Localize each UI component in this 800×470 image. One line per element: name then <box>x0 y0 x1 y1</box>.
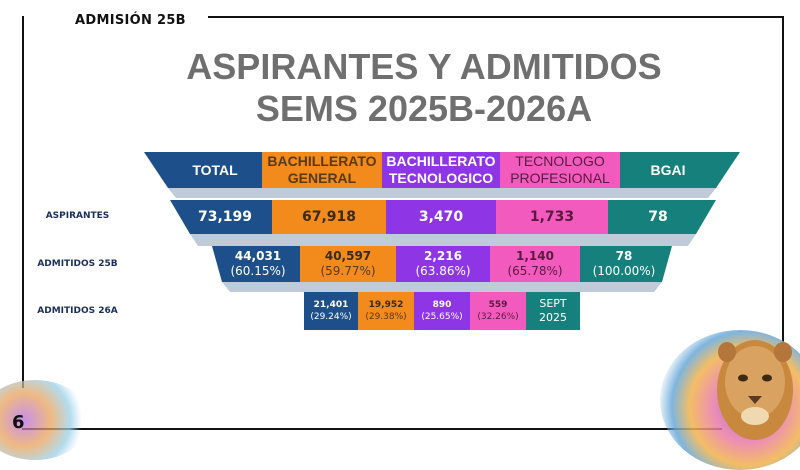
adm26a-tecnologico-value: 890 <box>432 300 452 310</box>
row-label-aspirantes: ASPIRANTES <box>45 211 110 221</box>
column-header-total: TOTAL <box>168 152 262 188</box>
column-header-tecnologico-text: BACHILLERATO TECNOLOGICO <box>386 153 496 186</box>
adm25b-total: 44,031 (60.15%) <box>216 246 300 282</box>
adm25b-general-pct: (59.77%) <box>320 264 376 278</box>
column-header-bgai: BGAI <box>620 152 716 188</box>
adm26a-total-pct: (29.24%) <box>310 312 352 322</box>
adm25b-band-total <box>212 246 300 282</box>
aspirantes-band-bgai <box>608 200 716 234</box>
adm26a-bgai-pct: 2025 <box>539 311 567 324</box>
adm26a-band-total <box>304 292 358 330</box>
adm25b-tecnologico-pct: (63.86%) <box>415 264 471 278</box>
column-header-general: BACHILLERATO GENERAL <box>262 152 382 188</box>
column-header-profesional: TECNOLOGO PROFESIONAL <box>500 152 620 188</box>
column-header-general-text: BACHILLERATO GENERAL <box>267 153 377 186</box>
aspirantes-band-tecnologico <box>386 200 496 234</box>
header-tag: ADMISIÓN 25B <box>75 13 186 28</box>
aspirantes-total: 73,199 <box>178 200 272 234</box>
adm25b-band-tecnologico <box>396 246 490 282</box>
adm25b-profesional-pct: (65.78%) <box>507 264 563 278</box>
adm26a-band-tecnologico <box>414 292 470 330</box>
title-line-2: SEMS 2025B-2026A <box>255 88 593 129</box>
frame-bottom-line <box>22 428 722 430</box>
frame-left-line <box>22 16 24 388</box>
adm25b-band-bgai <box>580 246 672 282</box>
adm25b-bgai-pct: (100.00%) <box>592 264 656 278</box>
row-label-admitidos-25b: ADMITIDOS 25B <box>37 259 118 269</box>
aspirantes-profesional: 1,733 <box>496 200 608 234</box>
aspirantes-profesional-value: 1,733 <box>529 209 575 225</box>
adm25b-shade <box>222 282 662 292</box>
adm26a-bgai: SEPT 2025 <box>526 292 580 330</box>
header-band-total <box>144 152 262 188</box>
adm26a-band-profesional <box>470 292 526 330</box>
adm25b-tecnologico: 2,216 (63.86%) <box>396 246 490 282</box>
adm25b-general: 40,597 (59.77%) <box>300 246 396 282</box>
aspirantes-bgai: 78 <box>608 200 708 234</box>
adm25b-total-pct: (60.15%) <box>230 264 286 278</box>
adm26a-band-general <box>358 292 414 330</box>
adm26a-general: 19,952 (29.38%) <box>358 292 414 330</box>
paint-splash-left <box>0 380 90 460</box>
aspirantes-general: 67,918 <box>272 200 386 234</box>
slide-title: ASPIRANTES Y ADMITIDOS SEMS 2025B-2026A <box>150 46 698 130</box>
column-header-profesional-text: TECNOLOGO PROFESIONAL <box>510 153 610 186</box>
adm25b-tecnologico-value: 2,216 <box>424 249 462 263</box>
adm26a-total-value: 21,401 <box>313 300 349 310</box>
adm25b-band-profesional <box>490 246 580 282</box>
header-band-tecnologico <box>382 152 500 188</box>
frame-right-line <box>782 16 784 342</box>
aspirantes-band-general <box>272 200 386 234</box>
adm25b-band-general <box>300 246 396 282</box>
header-band-general <box>262 152 382 188</box>
adm26a-tecnologico: 890 (25.65%) <box>414 292 470 330</box>
aspirantes-tecnologico: 3,470 <box>386 200 496 234</box>
adm25b-profesional: 1,140 (65.78%) <box>490 246 580 282</box>
adm26a-general-value: 19,952 <box>368 300 404 310</box>
lioness-mascot-image <box>717 340 793 440</box>
title-line-1: ASPIRANTES Y ADMITIDOS <box>186 46 662 87</box>
aspirantes-general-value: 67,918 <box>301 209 357 225</box>
header-band-profesional <box>500 152 620 188</box>
column-header-bgai-text: BGAI <box>650 161 686 178</box>
adm25b-profesional-value: 1,140 <box>516 249 554 263</box>
adm25b-bgai-value: 78 <box>615 249 633 263</box>
aspirantes-band-total <box>170 200 272 234</box>
funnel-graphic <box>144 152 740 330</box>
aspirantes-shade <box>190 234 696 246</box>
adm26a-general-pct: (29.38%) <box>365 312 407 322</box>
adm25b-bgai: 78 (100.00%) <box>580 246 668 282</box>
adm26a-bgai-value: SEPT <box>539 297 567 310</box>
column-header-total-text: TOTAL <box>192 161 238 178</box>
aspirantes-bgai-value: 78 <box>648 209 668 225</box>
slide-number: 6 <box>12 412 25 433</box>
frame-top-line <box>208 16 784 18</box>
adm26a-tecnologico-pct: (25.65%) <box>421 312 463 322</box>
row-label-admitidos-26a: ADMITIDOS 26A <box>37 306 118 316</box>
adm26a-profesional: 559 (32.26%) <box>470 292 526 330</box>
aspirantes-band-profesional <box>496 200 608 234</box>
header-shade <box>168 188 716 198</box>
header-band-bgai <box>620 152 740 188</box>
adm26a-total: 21,401 (29.24%) <box>304 292 358 330</box>
aspirantes-total-value: 73,199 <box>197 209 253 225</box>
adm25b-general-value: 40,597 <box>324 249 372 263</box>
adm26a-band-bgai <box>526 292 580 330</box>
column-header-tecnologico: BACHILLERATO TECNOLOGICO <box>382 152 500 188</box>
adm26a-profesional-pct: (32.26%) <box>477 312 519 322</box>
aspirantes-tecnologico-value: 3,470 <box>418 209 464 225</box>
adm25b-total-value: 44,031 <box>234 249 282 263</box>
adm26a-profesional-value: 559 <box>488 300 508 310</box>
